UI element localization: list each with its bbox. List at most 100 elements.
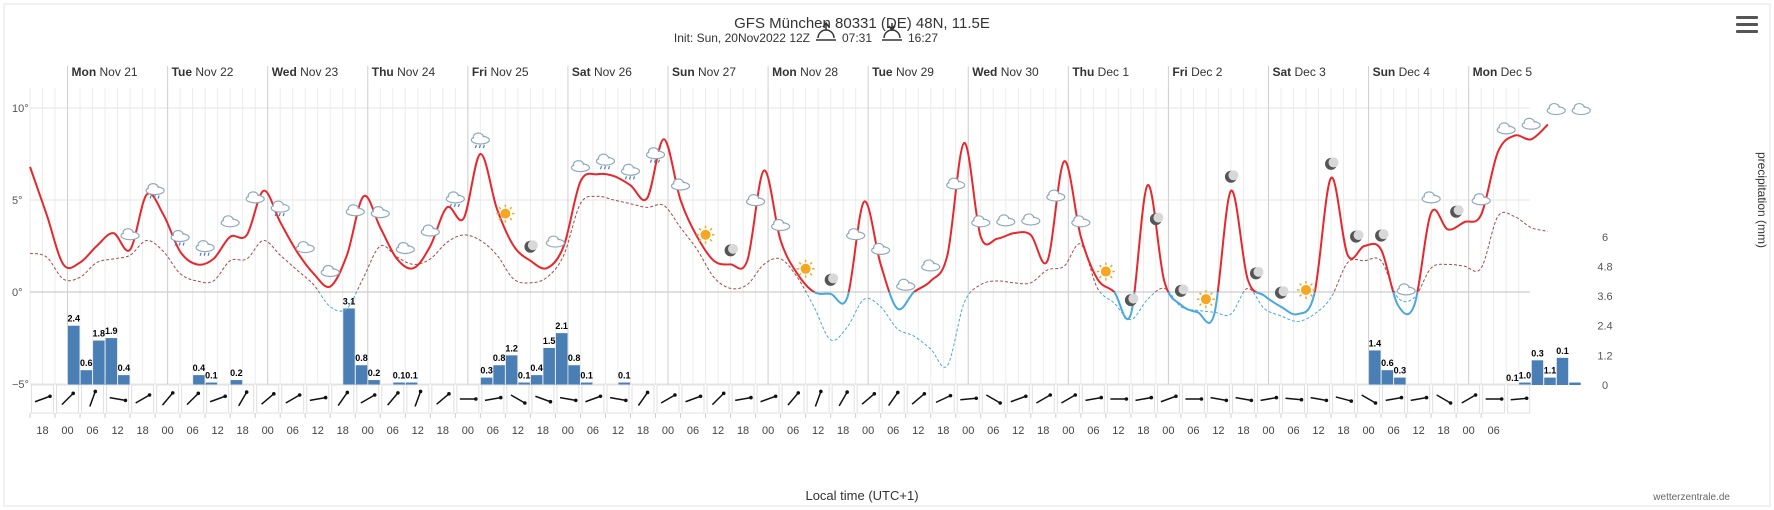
moon-icon	[1174, 284, 1189, 297]
wind-arrow-icon	[1160, 394, 1178, 403]
day-label: Sun Dec 4	[1373, 65, 1431, 79]
cloud-icon	[220, 215, 240, 228]
precip-bar	[355, 365, 368, 385]
x-axis-label: Local time (UTC+1)	[805, 488, 918, 503]
day-label: Mon Dec 5	[1473, 65, 1533, 79]
hour-tick-label: 06	[387, 425, 399, 437]
wind-arrow-icon	[637, 390, 650, 406]
hour-tick-label: 00	[1162, 425, 1174, 437]
hour-tick-label: 00	[362, 425, 374, 437]
rain-cloud-icon	[170, 229, 190, 246]
day-label-dow: Mon	[772, 65, 800, 79]
cloud-icon	[420, 224, 440, 237]
dewpoint-line	[29, 195, 1548, 292]
moon-icon	[1450, 205, 1464, 218]
precip-bar	[1544, 377, 1556, 385]
precip-bar	[343, 308, 355, 385]
day-label-dow: Sun	[1373, 65, 1399, 79]
precip-bar	[493, 365, 505, 385]
hour-tick-label: 06	[1087, 425, 1099, 437]
wind-arrow-icon	[887, 390, 900, 406]
wind-arrow-icon	[1410, 395, 1429, 402]
day-label-date: Dec 4	[1399, 65, 1431, 79]
precip-value-label: 0.8	[568, 353, 581, 363]
precip-value-label: 0.1	[1506, 373, 1519, 383]
precip-bar	[1394, 377, 1406, 385]
rain-cloud-icon	[270, 200, 290, 217]
right-axis-tick: 3.6	[1597, 291, 1612, 303]
precip-value-label: 0.6	[1381, 358, 1394, 368]
temperature-line	[29, 123, 1549, 292]
sun-icon	[1297, 280, 1316, 299]
cloud-icon	[1496, 122, 1516, 135]
hour-ticks: 18 00 06 12 18 00 06 12 18 00 06 12 18 00 06 12 18 00 06 12…	[29, 413, 1500, 437]
wind-arrow-icon	[760, 394, 778, 403]
wind-arrow-icon	[459, 397, 478, 401]
day-label-dow: Fri	[472, 65, 491, 79]
moon-icon	[1124, 293, 1139, 307]
rain-cloud-icon	[145, 183, 165, 199]
day-label-date: Nov 21	[100, 65, 138, 79]
wind-arrow-icon	[484, 395, 503, 402]
hour-tick-label: 06	[687, 425, 699, 437]
credit: wetterzentrale.de	[1652, 492, 1730, 503]
wind-arrow-icon	[1036, 393, 1053, 404]
sun-icon	[496, 204, 515, 223]
precip-bar	[580, 382, 593, 385]
cloud-icon	[395, 241, 415, 255]
wind-arrow-icon	[309, 395, 328, 402]
hour-tick-label: 12	[1312, 425, 1324, 437]
day-label-dow: Tue	[872, 65, 896, 79]
right-axis: 6 4.8 3.6 2.4 1.2 0	[1597, 232, 1612, 392]
cloud-icon	[295, 240, 315, 254]
wind-arrow-icon	[436, 392, 451, 405]
wind-arrow-icon	[1285, 397, 1304, 402]
sunrise-time: 07:31	[842, 31, 872, 45]
cloud-icon	[1521, 117, 1541, 130]
day-label: Fri Nov 25	[472, 65, 529, 79]
right-axis-tick: 1.2	[1597, 350, 1612, 362]
wind-arrow-icon	[387, 391, 400, 406]
cloud-icon	[545, 235, 566, 248]
day-label-dow: Sun	[672, 65, 698, 79]
precip-value-label: 1.5	[543, 336, 556, 346]
precipitation-labels: 2.40.61.8 1.90.4 0.40.1 0.23.10.80.2 0.1 0.1 0…	[68, 296, 1569, 383]
precip-value-label: 0.6	[80, 358, 93, 368]
left-axis: 10° 5° 0° −5°	[12, 103, 29, 391]
day-label-dow: Thu	[372, 65, 397, 79]
day-label-date: Nov 27	[698, 65, 736, 79]
day-label: Sat Nov 26	[572, 65, 632, 79]
cloud-icon	[245, 191, 265, 204]
wind-arrow-icon	[711, 391, 726, 406]
wind-arrow-icon	[337, 390, 350, 406]
hour-tick-label: 18	[1237, 425, 1249, 437]
chart-title: GFS München 80331 (DE) 48N, 11.5E	[734, 15, 990, 32]
precip-value-label: 0.2	[368, 368, 381, 378]
wind-arrow-icon	[109, 396, 128, 403]
hour-tick-label: 06	[1287, 425, 1299, 437]
day-label: Tue Nov 22	[172, 65, 234, 79]
precip-bar	[1381, 370, 1394, 385]
precip-bar	[618, 382, 630, 385]
wind-row	[31, 384, 1531, 414]
cloud-icon	[345, 204, 365, 217]
hour-tick-label: 12	[1212, 425, 1224, 437]
precip-bar	[93, 340, 105, 385]
wind-arrow-icon	[34, 394, 52, 403]
precip-value-label: 0.1	[618, 371, 631, 381]
hamburger-menu-icon[interactable]	[1736, 16, 1758, 34]
day-label: Thu Dec 1	[1072, 65, 1129, 79]
precip-value-label: 1.0	[1519, 371, 1532, 381]
hour-tick-label: 00	[161, 425, 173, 437]
hour-tick-label: 00	[61, 425, 73, 437]
precip-bar	[1569, 382, 1581, 385]
wind-arrow-icon	[360, 393, 377, 404]
rain-cloud-icon	[620, 163, 641, 180]
precip-bar	[530, 375, 543, 385]
hour-tick-label: 00	[862, 425, 874, 437]
hour-tick-label: 00	[562, 425, 574, 437]
hour-tick-label: 12	[612, 425, 624, 437]
hour-tick-label: 06	[1387, 425, 1399, 437]
hour-tick-label: 06	[787, 425, 799, 437]
hour-tick-label: 18	[1337, 425, 1349, 437]
